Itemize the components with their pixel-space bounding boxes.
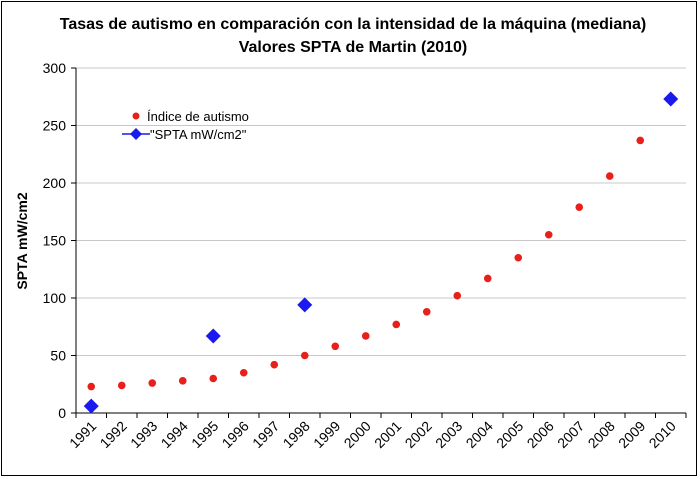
legend-label-spta: "SPTA mW/cm2": [150, 127, 247, 142]
autism-rate-point: [422, 308, 431, 316]
x-tick-label: 2001: [371, 418, 404, 451]
x-tick-label: 1993: [127, 418, 160, 451]
legend-label-autism: Índice de autismo: [147, 109, 249, 124]
autism-rate-point: [636, 136, 645, 145]
x-tick-label: 2006: [524, 418, 557, 451]
x-tick-label: 1992: [97, 418, 130, 451]
x-tick-label: 2007: [554, 418, 587, 451]
autism-rate-point: [87, 382, 96, 391]
x-tick-label: 2010: [646, 418, 679, 451]
legend: Índice de autismo "SPTA mW/cm2": [122, 109, 249, 142]
autism-rate-point: [361, 332, 370, 340]
y-tick-label: 150: [43, 233, 67, 249]
y-tick-label: 300: [43, 60, 67, 76]
x-tick-label: 2004: [463, 418, 496, 451]
y-tick-label: 200: [43, 175, 67, 191]
x-tick-label: 1998: [280, 418, 313, 451]
x-tick-label: 1997: [249, 418, 282, 451]
autism-rate-point: [453, 291, 462, 300]
x-tick-label: 2003: [432, 418, 465, 451]
autism-rate-point: [239, 368, 248, 377]
autism-rate-point: [178, 377, 187, 385]
x-tick-label: 2002: [402, 418, 435, 451]
autism-rate-point: [392, 320, 401, 329]
x-tick-label: 2005: [493, 418, 526, 451]
autism-rate-point: [117, 381, 126, 390]
autism-rate-point: [300, 351, 309, 360]
autism-rate-point: [575, 203, 584, 211]
legend-marker-autism: [132, 112, 140, 120]
autism-rate-point: [209, 374, 218, 383]
legend-marker-spta: [130, 128, 142, 140]
x-tick-label: 2009: [615, 418, 648, 451]
spta-point: [297, 297, 313, 313]
y-tick-label: 100: [43, 290, 67, 306]
autism-rate-point: [544, 230, 553, 239]
y-axis-label: SPTA mW/cm2: [14, 192, 30, 289]
gridlines: [76, 67, 686, 356]
x-tick-label: 1999: [310, 418, 343, 451]
x-tick-label: 1996: [219, 418, 252, 451]
autism-rate-point: [514, 253, 523, 262]
y-tick-label: 0: [58, 405, 66, 421]
autism-rate-point: [270, 360, 279, 369]
autism-rate-point: [605, 172, 614, 180]
chart-title: Tasas de autismo en comparación con la i…: [60, 16, 647, 33]
autism-rate-point: [331, 342, 340, 351]
chart-subtitle: Valores SPTA de Martin (2010): [239, 39, 468, 56]
y-tick-label: 250: [43, 118, 67, 134]
autism-rate-point: [483, 274, 492, 283]
x-tick-label: 2000: [341, 418, 374, 451]
y-tick-labels: 0 50 100 150 200 250 300: [43, 60, 67, 421]
autism-rate-point: [148, 379, 157, 387]
x-tick-labels: 1991199219931994199519961997199819992000…: [66, 418, 679, 451]
data-points: [83, 91, 679, 414]
x-tick-label: 1994: [158, 418, 191, 451]
axes: [71, 67, 687, 418]
spta-point: [663, 91, 679, 107]
x-tick-label: 2008: [585, 418, 618, 451]
x-tick-label: 1995: [188, 418, 221, 451]
spta-point: [205, 328, 221, 344]
spta-point: [83, 398, 99, 414]
x-tick-label: 1991: [66, 418, 99, 451]
y-tick-label: 50: [50, 348, 66, 364]
